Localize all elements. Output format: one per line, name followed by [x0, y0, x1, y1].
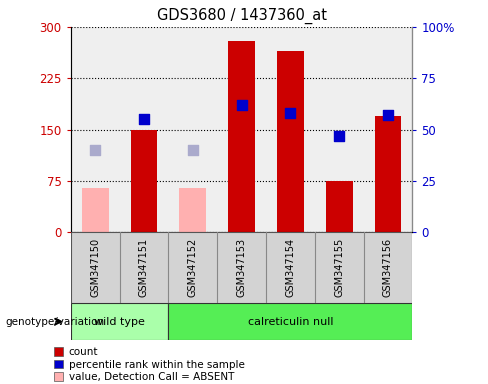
Title: GDS3680 / 1437360_at: GDS3680 / 1437360_at	[157, 8, 326, 24]
Text: GSM347151: GSM347151	[139, 238, 149, 297]
Text: GSM347152: GSM347152	[188, 238, 198, 297]
Point	[140, 116, 148, 122]
Text: GSM347156: GSM347156	[383, 238, 393, 297]
Point	[335, 133, 343, 139]
Bar	[180, 188, 206, 232]
Bar	[326, 181, 352, 232]
Text: calreticulin null: calreticulin null	[247, 316, 333, 327]
Text: genotype/variation: genotype/variation	[5, 316, 104, 327]
Point	[384, 112, 392, 118]
Point	[91, 147, 99, 153]
Point	[286, 110, 294, 116]
Bar	[168, 303, 412, 340]
Bar	[277, 51, 304, 232]
Bar	[82, 188, 108, 232]
Bar	[228, 41, 255, 232]
Legend: count, percentile rank within the sample, value, Detection Call = ABSENT, rank, : count, percentile rank within the sample…	[54, 347, 244, 384]
Text: wild type: wild type	[94, 316, 145, 327]
Text: GSM347155: GSM347155	[334, 238, 344, 297]
Bar	[375, 116, 401, 232]
Bar	[71, 303, 168, 340]
Text: GSM347150: GSM347150	[90, 238, 100, 297]
Point	[189, 147, 197, 153]
Text: GSM347154: GSM347154	[285, 238, 295, 297]
Text: GSM347153: GSM347153	[237, 238, 246, 297]
Point	[238, 102, 245, 108]
Bar	[131, 129, 157, 232]
